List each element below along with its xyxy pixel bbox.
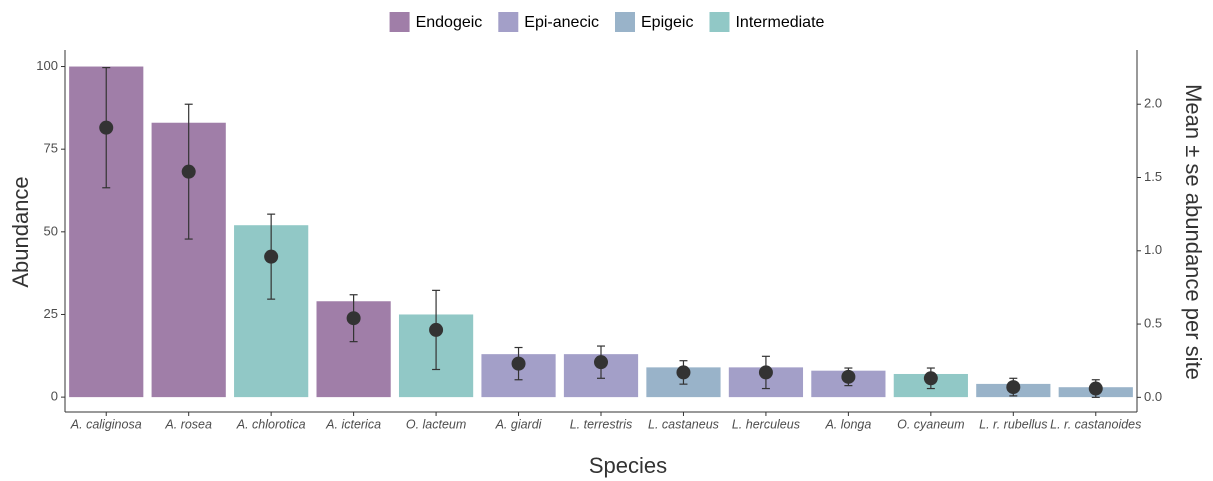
y-tick-label: 75 bbox=[44, 141, 58, 156]
x-tick-label: A. rosea bbox=[164, 417, 212, 431]
y2-tick-label: 0.5 bbox=[1144, 316, 1162, 331]
mean-point bbox=[758, 365, 773, 380]
y-tick-label: 25 bbox=[44, 306, 58, 321]
y2-tick-label: 1.5 bbox=[1144, 169, 1162, 184]
legend-label: Epi-anecic bbox=[524, 14, 599, 31]
x-tick-label: L. herculeus bbox=[732, 417, 800, 431]
legend-label: Epigeic bbox=[641, 14, 693, 31]
x-tick-label: L. r. castanoides bbox=[1050, 417, 1141, 431]
x-tick-label: L. terrestris bbox=[570, 417, 633, 431]
legend-swatch bbox=[498, 12, 519, 32]
mean-point bbox=[594, 355, 608, 370]
x-tick-label: L. castaneus bbox=[648, 417, 719, 431]
mean-point bbox=[346, 311, 361, 326]
y-tick-label: 0 bbox=[51, 389, 58, 404]
mean-point bbox=[511, 356, 526, 371]
y-tick-label: 100 bbox=[36, 58, 58, 73]
legend-label: Intermediate bbox=[735, 14, 824, 31]
x-axis-title: Species bbox=[589, 453, 667, 478]
mean-point bbox=[181, 164, 196, 179]
y-tick-label: 50 bbox=[44, 223, 58, 238]
x-tick-label: L. r. rubellus bbox=[979, 417, 1047, 431]
x-tick-label: O. lacteum bbox=[406, 417, 466, 431]
legend-swatch bbox=[615, 12, 635, 32]
x-tick-label: A. chlorotica bbox=[236, 417, 306, 431]
mean-point bbox=[99, 120, 114, 135]
x-tick-label: A. caliginosa bbox=[70, 417, 142, 431]
y-axis-title: Abundance bbox=[8, 176, 33, 287]
y2-tick-label: 1.0 bbox=[1144, 242, 1162, 257]
mean-point bbox=[841, 369, 856, 384]
legend: Endogeic Epi-anecic Epigeic Intermediate bbox=[389, 12, 825, 32]
x-tick-label: A. giardi bbox=[495, 417, 543, 431]
mean-point bbox=[429, 322, 444, 337]
y2-tick-label: 2.0 bbox=[1144, 96, 1162, 111]
mean-point bbox=[923, 371, 938, 386]
legend-swatch bbox=[709, 12, 730, 32]
x-tick-label: O. cyaneum bbox=[897, 417, 964, 431]
x-tick-label: A. longa bbox=[824, 417, 871, 431]
legend-label: Endogeic bbox=[416, 14, 483, 31]
mean-point bbox=[264, 249, 279, 264]
y2-tick-label: 0.0 bbox=[1144, 389, 1162, 404]
legend-swatch bbox=[389, 12, 410, 32]
mean-point bbox=[1088, 381, 1103, 396]
mean-point bbox=[1006, 380, 1021, 395]
y2-axis-title: Mean ± se abundance per site bbox=[1181, 84, 1206, 380]
mean-point bbox=[676, 365, 691, 380]
x-tick-label: A. icterica bbox=[325, 417, 381, 431]
